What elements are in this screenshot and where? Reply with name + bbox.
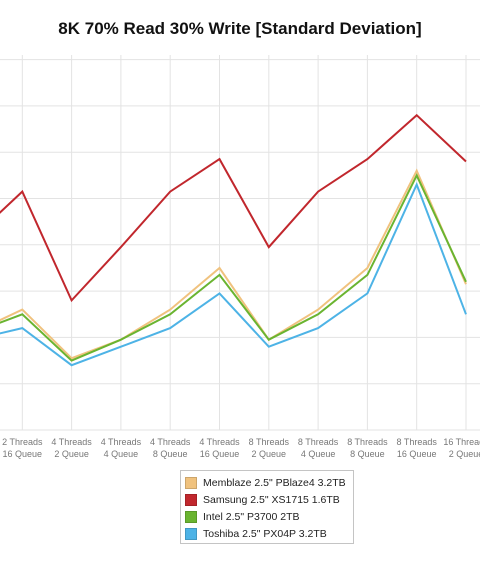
x-tick-label: 2 Threads: [2, 437, 43, 447]
x-tick-label: 16 Threads: [443, 437, 480, 447]
x-tick-label: 8 Queue: [350, 449, 385, 459]
grid-lines: [0, 55, 480, 431]
x-tick-label: 8 Threads: [298, 437, 339, 447]
x-tick-label: 4 Queue: [104, 449, 139, 459]
x-tick-label: 8 Threads: [249, 437, 290, 447]
x-tick-label: 16 Queue: [200, 449, 240, 459]
x-tick-label: 8 Threads: [347, 437, 388, 447]
legend-swatch-toshiba: [185, 527, 197, 540]
chart-title: 8K 70% Read 30% Write [Standard Deviatio…: [58, 19, 422, 38]
legend-swatch-samsung: [185, 493, 197, 506]
legend-item-samsung: Samsung 2.5" XS1715 1.6TB: [185, 491, 353, 508]
legend-label-memblaze: Memblaze 2.5" PBlaze4 3.2TB: [203, 476, 346, 489]
legend-label-toshiba: Toshiba 2.5" PX04P 3.2TB: [203, 527, 327, 540]
x-tick-label: 16 Queue: [397, 449, 437, 459]
series-lines: [0, 113, 467, 367]
x-tick-label: 4 Threads: [101, 437, 142, 447]
x-tick-label: 4 Threads: [51, 437, 92, 447]
legend: Memblaze 2.5" PBlaze4 3.2TB Samsung 2.5"…: [180, 470, 354, 544]
legend-label-intel: Intel 2.5" P3700 2TB: [203, 510, 300, 523]
series-line-1: [0, 113, 467, 303]
legend-swatch-memblaze: [185, 476, 197, 489]
x-tick-label: 4 Threads: [150, 437, 191, 447]
x-tick-label: 2 Queue: [449, 449, 480, 459]
series-line-2: [0, 173, 467, 362]
x-tick-label: 2 Queue: [54, 449, 89, 459]
series-line-0: [0, 168, 467, 360]
x-tick-label: 4 Threads: [199, 437, 240, 447]
x-tick-label: 8 Queue: [153, 449, 188, 459]
legend-item-memblaze: Memblaze 2.5" PBlaze4 3.2TB: [185, 474, 353, 491]
x-tick-label: 2 Queue: [252, 449, 287, 459]
x-tick-label: 8 Threads: [397, 437, 438, 447]
series-line-3: [0, 181, 467, 367]
x-tick-label: 16 Queue: [3, 449, 43, 459]
legend-item-toshiba: Toshiba 2.5" PX04P 3.2TB: [185, 525, 353, 542]
legend-label-samsung: Samsung 2.5" XS1715 1.6TB: [203, 493, 340, 506]
legend-item-intel: Intel 2.5" P3700 2TB: [185, 508, 353, 525]
x-tick-label: 4 Queue: [301, 449, 336, 459]
legend-swatch-intel: [185, 510, 197, 523]
